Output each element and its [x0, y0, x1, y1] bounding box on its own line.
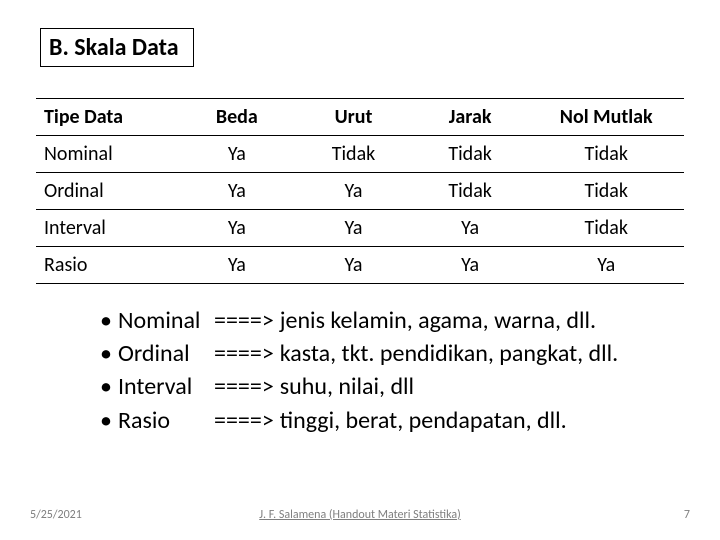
table-cell: Ya	[412, 247, 529, 284]
example-label: Interval	[118, 371, 214, 402]
table-row: Rasio Ya Ya Ya Ya	[36, 247, 684, 284]
list-item: • Interval ====> suhu, nilai, dll	[100, 371, 660, 402]
table-cell: Ya	[412, 210, 529, 247]
bullet-icon: •	[100, 338, 118, 369]
table-header: Urut	[295, 99, 412, 136]
example-desc: jenis kelamin, agama, warna, dll.	[280, 305, 596, 336]
footer-credit: J. F. Salamena (Handout Materi Statistik…	[0, 508, 720, 522]
arrow-icon: ====>	[214, 371, 274, 402]
table-cell: Ya	[179, 247, 296, 284]
data-scale-table: Tipe Data Beda Urut Jarak Nol Mutlak Nom…	[36, 98, 684, 284]
table-cell: Ya	[179, 173, 296, 210]
table-cell: Interval	[36, 210, 179, 247]
table-cell: Ordinal	[36, 173, 179, 210]
example-desc: tinggi, berat, pendapatan, dll.	[280, 405, 567, 436]
table-row: Ordinal Ya Ya Tidak Tidak	[36, 173, 684, 210]
list-item: • Rasio ====> tinggi, berat, pendapatan,…	[100, 405, 660, 436]
table-cell: Ya	[295, 173, 412, 210]
footer-page-number: 7	[684, 508, 690, 522]
list-item: • Ordinal ====> kasta, tkt. pendidikan, …	[100, 338, 660, 369]
example-desc: kasta, tkt. pendidikan, pangkat, dll.	[280, 338, 618, 369]
table-cell: Ya	[179, 210, 296, 247]
examples-list: • Nominal ====> jenis kelamin, agama, wa…	[100, 305, 660, 438]
table-cell: Ya	[179, 136, 296, 173]
section-title-box: B. Skala Data	[40, 28, 194, 67]
footer-credit-text: J. F. Salamena (Handout Materi Statistik…	[259, 508, 461, 522]
table-header-row: Tipe Data Beda Urut Jarak Nol Mutlak	[36, 99, 684, 136]
list-item: • Nominal ====> jenis kelamin, agama, wa…	[100, 305, 660, 336]
example-label: Ordinal	[118, 338, 214, 369]
table-header: Beda	[179, 99, 296, 136]
table-cell: Tidak	[412, 173, 529, 210]
table-cell: Tidak	[528, 173, 684, 210]
table-body: Nominal Ya Tidak Tidak Tidak Ordinal Ya …	[36, 136, 684, 284]
table-row: Nominal Ya Tidak Tidak Tidak	[36, 136, 684, 173]
arrow-icon: ====>	[214, 305, 274, 336]
table-cell: Rasio	[36, 247, 179, 284]
bullet-icon: •	[100, 305, 118, 336]
example-desc: suhu, nilai, dll	[280, 371, 414, 402]
table-cell: Ya	[295, 210, 412, 247]
table-cell: Tidak	[528, 136, 684, 173]
section-title: B. Skala Data	[49, 33, 179, 62]
arrow-icon: ====>	[214, 338, 274, 369]
table-cell: Ya	[528, 247, 684, 284]
table-header: Nol Mutlak	[528, 99, 684, 136]
table-cell: Tidak	[295, 136, 412, 173]
table-cell: Tidak	[528, 210, 684, 247]
table-row: Interval Ya Ya Ya Tidak	[36, 210, 684, 247]
table-header: Jarak	[412, 99, 529, 136]
example-label: Nominal	[118, 305, 214, 336]
table-cell: Nominal	[36, 136, 179, 173]
bullet-icon: •	[100, 405, 118, 436]
data-scale-table-wrap: Tipe Data Beda Urut Jarak Nol Mutlak Nom…	[36, 98, 684, 284]
table-cell: Tidak	[412, 136, 529, 173]
table-cell: Ya	[295, 247, 412, 284]
table-header: Tipe Data	[36, 99, 179, 136]
bullet-icon: •	[100, 371, 118, 402]
example-label: Rasio	[118, 405, 214, 436]
arrow-icon: ====>	[214, 405, 274, 436]
